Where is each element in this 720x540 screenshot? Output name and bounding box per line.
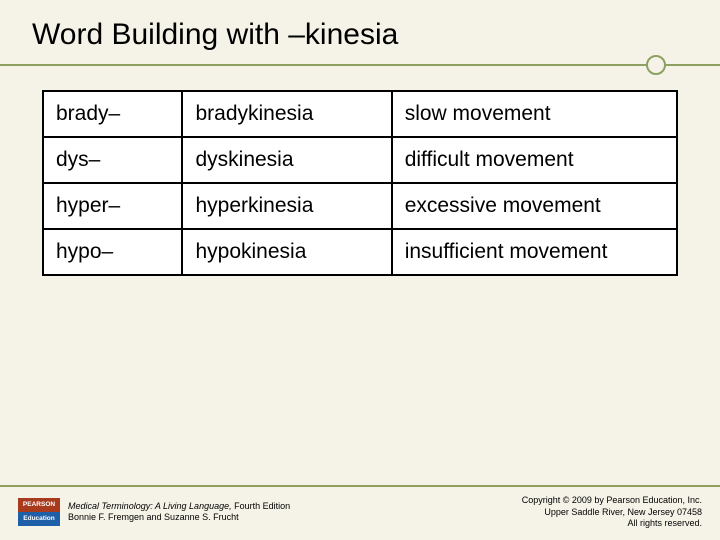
book-info: Medical Terminology: A Living Language, … [68,501,290,524]
prefix-cell: hyper– [43,183,182,229]
prefix-cell: brady– [43,91,182,137]
word-cell: hyperkinesia [182,183,391,229]
copyright-line: Upper Saddle River, New Jersey 07458 [522,507,702,519]
table-row: brady– bradykinesia slow movement [43,91,677,137]
book-edition: Fourth Edition [232,501,291,511]
meaning-cell: slow movement [392,91,677,137]
logo-bottom: Education [18,512,60,526]
meaning-cell: excessive movement [392,183,677,229]
book-authors: Bonnie F. Fremgen and Suzanne S. Frucht [68,512,290,524]
table-row: hypo– hypokinesia insufficient movement [43,229,677,275]
meaning-cell: difficult movement [392,137,677,183]
logo-top: PEARSON [18,498,60,512]
pearson-logo-icon: PEARSON Education [18,498,60,526]
copyright-line: Copyright © 2009 by Pearson Education, I… [522,495,702,507]
copyright-line: All rights reserved. [522,518,702,530]
word-cell: bradykinesia [182,91,391,137]
footer-right: Copyright © 2009 by Pearson Education, I… [522,495,702,530]
book-title-line: Medical Terminology: A Living Language, … [68,501,290,513]
word-building-table: brady– bradykinesia slow movement dys– d… [42,90,678,276]
divider-circle-icon [646,55,666,75]
footer: PEARSON Education Medical Terminology: A… [0,485,720,540]
book-title: Medical Terminology: A Living Language, [68,501,232,511]
slide-title: Word Building with –kinesia [0,0,720,64]
title-divider [0,64,720,66]
footer-left: PEARSON Education Medical Terminology: A… [18,498,290,526]
prefix-cell: hypo– [43,229,182,275]
table-row: dys– dyskinesia difficult movement [43,137,677,183]
table-row: hyper– hyperkinesia excessive movement [43,183,677,229]
content-area: brady– bradykinesia slow movement dys– d… [0,66,720,276]
prefix-cell: dys– [43,137,182,183]
meaning-cell: insufficient movement [392,229,677,275]
word-cell: dyskinesia [182,137,391,183]
word-cell: hypokinesia [182,229,391,275]
